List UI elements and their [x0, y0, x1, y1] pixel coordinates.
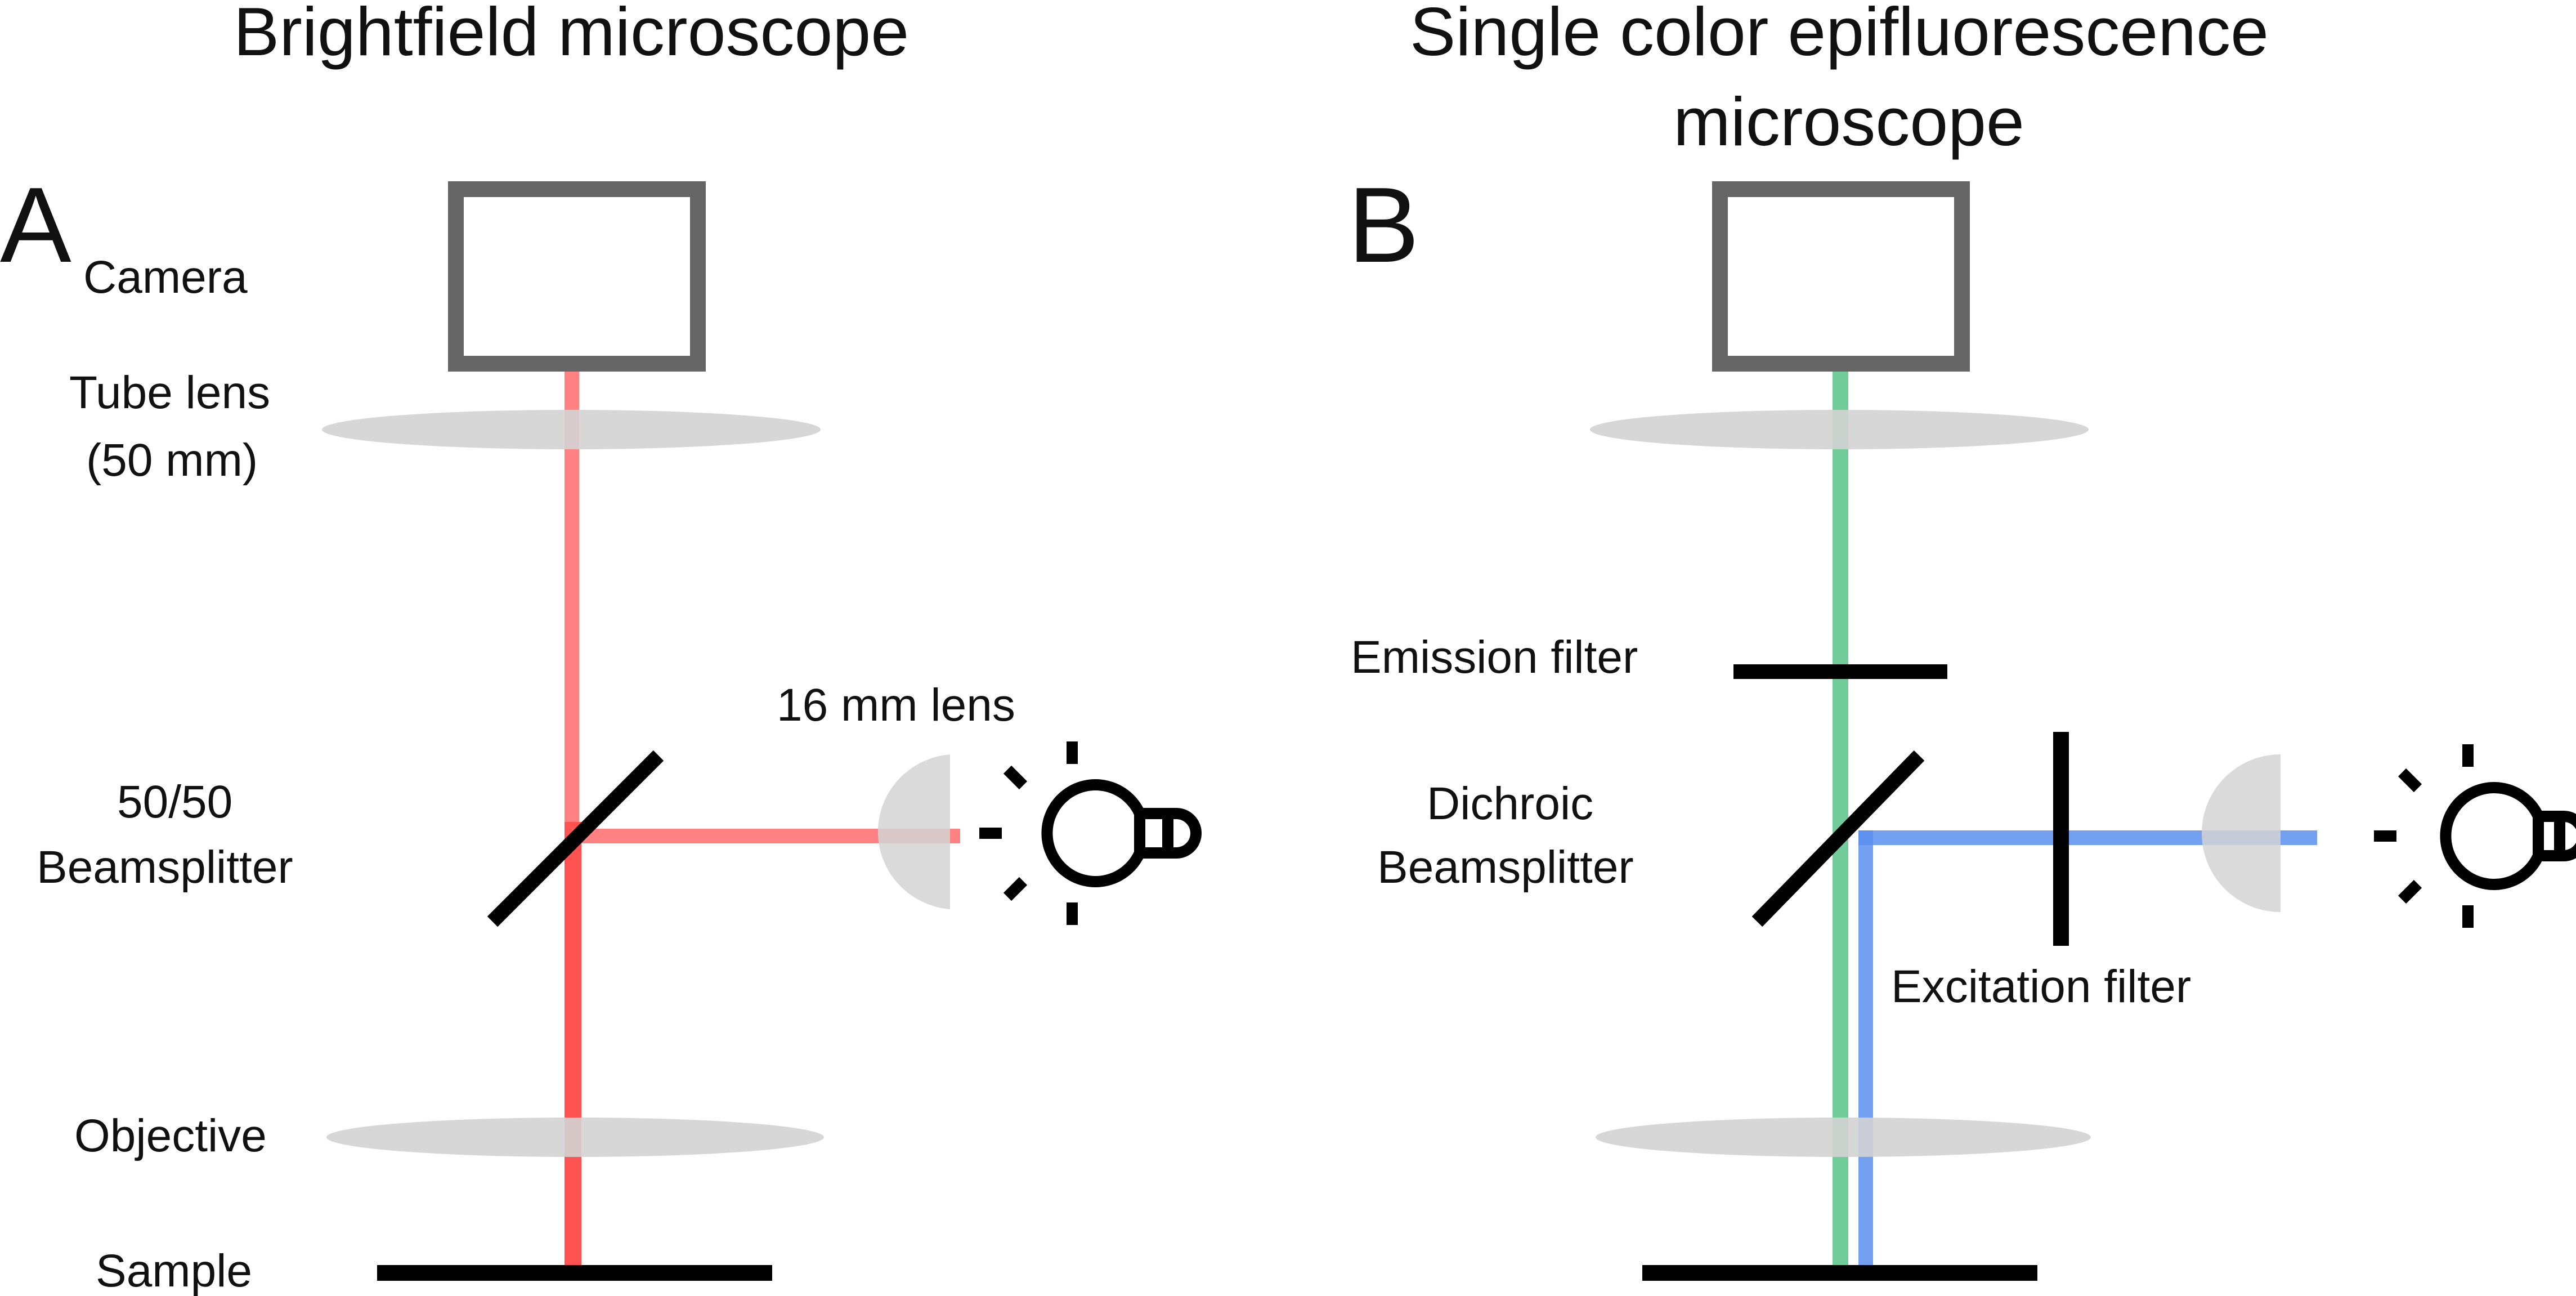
dichroic-label-line1: Dichroic	[1427, 778, 1593, 829]
panel-b-title-line1: Single color epifluorescence	[1410, 0, 2269, 70]
camera-frame-a	[448, 181, 706, 372]
panel-a-title: Brightfield microscope	[234, 0, 909, 70]
tube-lens-a	[322, 410, 821, 449]
lens-16mm-label: 16 mm lens	[777, 680, 1015, 731]
sample-stage-a	[377, 1265, 772, 1281]
panel-b: Single color epifluorescence microscope …	[1348, 0, 2576, 1281]
panel-b-letter: B	[1348, 166, 1419, 285]
tube-lens-label-line1: Tube lens	[69, 367, 270, 418]
light-bulb-icon-b	[2374, 744, 2576, 928]
light-bulb-icon	[979, 741, 1202, 925]
sample-label: Sample	[96, 1245, 252, 1296]
sample-stage-b	[1642, 1265, 2037, 1281]
objective-label: Objective	[74, 1110, 267, 1161]
half-lens-b	[2202, 754, 2281, 912]
beamsplitter-label-line2: Beamsplitter	[37, 842, 293, 893]
blue-excitation-beam-vertical	[1858, 830, 1873, 1270]
camera-label: Camera	[83, 252, 248, 303]
excitation-filter-label: Excitation filter	[1891, 961, 2191, 1012]
dichroic-mirror-b	[1751, 750, 1925, 927]
beamsplitter-label-line1: 50/50	[117, 776, 232, 828]
emission-filter-label: Emission filter	[1351, 632, 1638, 683]
red-beam-vertical-lower	[565, 822, 581, 1270]
panel-b-title-line2: microscope	[1673, 83, 2024, 160]
objective-lens-a	[326, 1118, 824, 1157]
panel-a-letter: A	[0, 166, 71, 285]
tube-lens-label-line2: (50 mm)	[86, 435, 258, 486]
tube-lens-b	[1590, 410, 2089, 449]
panel-a: Brightfield microscope A Camera Tube len…	[0, 0, 1202, 1296]
camera-frame-b	[1712, 181, 1970, 372]
emission-filter-bar	[1733, 664, 1947, 679]
objective-lens-b	[1596, 1118, 2091, 1157]
beamsplitter-mirror-a	[487, 750, 664, 927]
half-lens-a	[877, 754, 950, 909]
dichroic-label-line2: Beamsplitter	[1377, 842, 1634, 893]
excitation-filter-bar	[2053, 732, 2069, 946]
